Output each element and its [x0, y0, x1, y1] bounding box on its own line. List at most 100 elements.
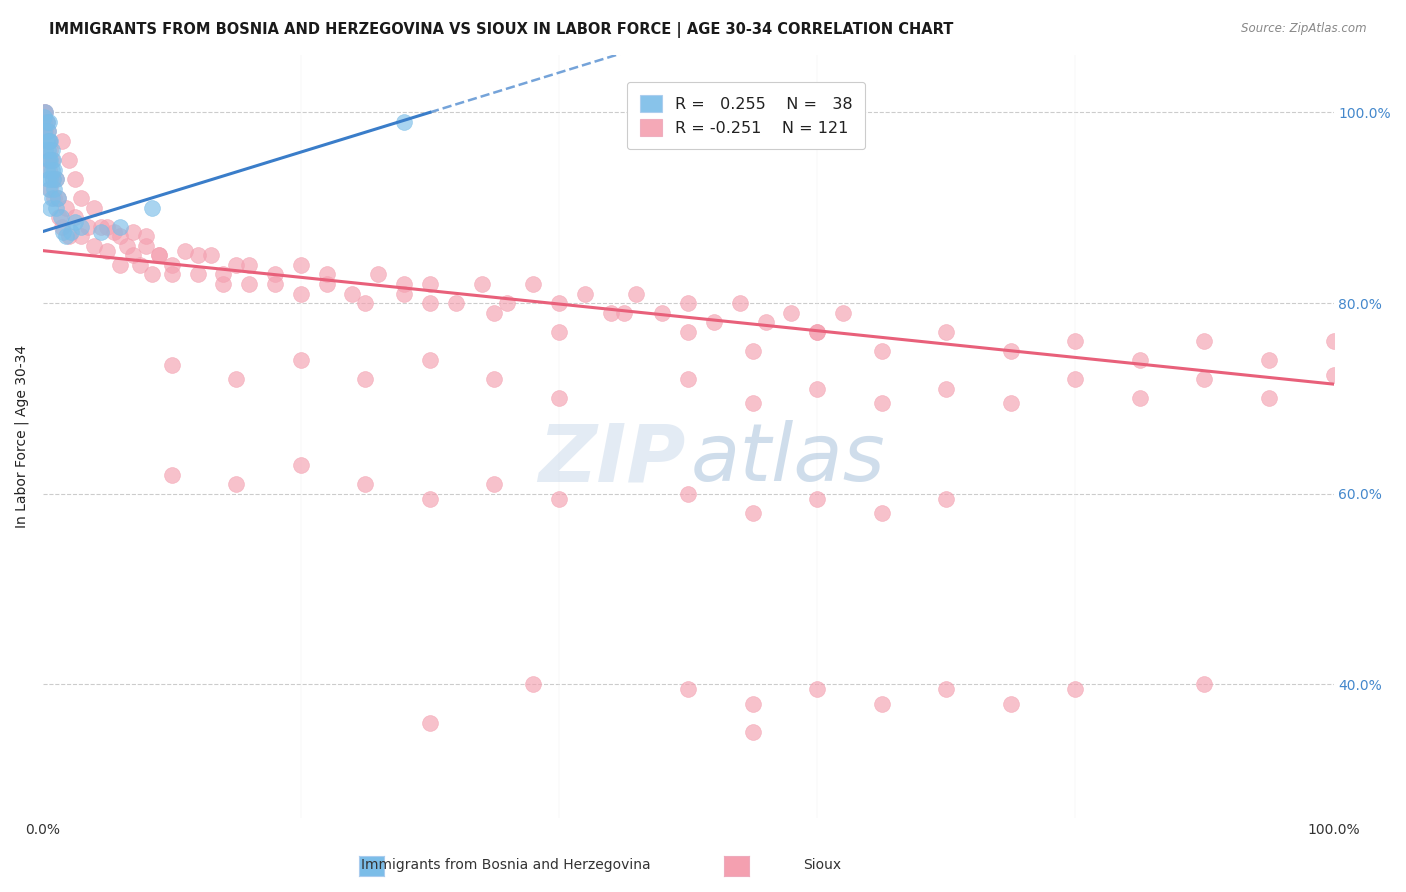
Point — [626, 286, 648, 301]
Point — [1064, 682, 1087, 697]
Point — [471, 277, 494, 291]
Point — [37, 124, 59, 138]
Point — [354, 477, 377, 491]
Point — [38, 162, 60, 177]
Point — [51, 219, 73, 234]
Point — [496, 296, 519, 310]
Point — [44, 181, 66, 195]
Point — [108, 229, 131, 244]
Point — [741, 725, 763, 739]
Point — [392, 277, 415, 291]
Point — [39, 181, 62, 195]
Legend: R =   0.255    N =   38, R = -0.251    N = 121: R = 0.255 N = 38, R = -0.251 N = 121 — [627, 82, 865, 149]
Point — [1258, 353, 1281, 368]
Point — [225, 477, 247, 491]
Point — [160, 258, 183, 272]
Point — [135, 229, 157, 244]
Point — [76, 219, 98, 234]
Point — [55, 201, 77, 215]
Point — [42, 153, 65, 167]
Point — [63, 172, 86, 186]
Point — [1000, 697, 1022, 711]
Point — [225, 372, 247, 386]
Point — [35, 115, 58, 129]
Point — [90, 225, 112, 239]
Point — [37, 153, 59, 167]
Text: Source: ZipAtlas.com: Source: ZipAtlas.com — [1241, 22, 1367, 36]
Point — [49, 211, 72, 225]
Point — [1000, 396, 1022, 410]
Point — [83, 239, 105, 253]
Point — [935, 325, 957, 339]
Point — [38, 115, 60, 129]
Point — [1322, 368, 1344, 382]
Point — [70, 219, 93, 234]
Point — [548, 392, 571, 406]
Point — [90, 219, 112, 234]
Text: Immigrants from Bosnia and Herzegovina: Immigrants from Bosnia and Herzegovina — [361, 858, 651, 872]
Point — [741, 396, 763, 410]
Point — [870, 343, 893, 358]
Point — [45, 172, 67, 186]
Point — [212, 277, 235, 291]
Point — [548, 325, 571, 339]
Point — [160, 268, 183, 282]
Point — [419, 353, 441, 368]
Point — [128, 258, 150, 272]
Point — [122, 248, 145, 262]
Point — [148, 248, 170, 262]
Point — [1322, 334, 1344, 349]
Point — [676, 682, 699, 697]
Point — [870, 506, 893, 520]
Point — [96, 219, 118, 234]
Point — [676, 487, 699, 501]
Point — [44, 191, 66, 205]
Point — [58, 229, 80, 244]
Point — [52, 225, 75, 239]
Point — [32, 105, 55, 120]
Point — [290, 258, 312, 272]
Point — [1000, 343, 1022, 358]
Point — [522, 677, 544, 691]
Point — [51, 134, 73, 148]
Point — [367, 268, 389, 282]
Point — [651, 305, 673, 319]
Point — [70, 229, 93, 244]
Point — [419, 491, 441, 506]
Point — [212, 268, 235, 282]
Point — [741, 506, 763, 520]
Point — [70, 191, 93, 205]
Point — [354, 372, 377, 386]
Point — [39, 134, 62, 148]
Point — [754, 315, 776, 329]
Point — [315, 268, 337, 282]
Point — [522, 277, 544, 291]
Point — [160, 358, 183, 372]
Point — [148, 248, 170, 262]
Point — [200, 248, 222, 262]
Point — [676, 325, 699, 339]
Point — [419, 715, 441, 730]
Point — [46, 191, 69, 205]
Point — [37, 144, 59, 158]
Point — [141, 268, 163, 282]
Point — [290, 353, 312, 368]
Point — [141, 201, 163, 215]
Point — [34, 144, 56, 158]
Point — [806, 491, 828, 506]
Point — [63, 215, 86, 229]
Point — [870, 396, 893, 410]
Point — [83, 201, 105, 215]
Point — [444, 296, 467, 310]
Point — [1064, 334, 1087, 349]
Point — [354, 296, 377, 310]
Point — [48, 211, 70, 225]
Point — [108, 219, 131, 234]
Point — [599, 305, 621, 319]
Point — [806, 382, 828, 396]
Point — [935, 491, 957, 506]
Point — [290, 286, 312, 301]
Point — [1064, 372, 1087, 386]
Point — [41, 144, 63, 158]
Point — [34, 105, 56, 120]
